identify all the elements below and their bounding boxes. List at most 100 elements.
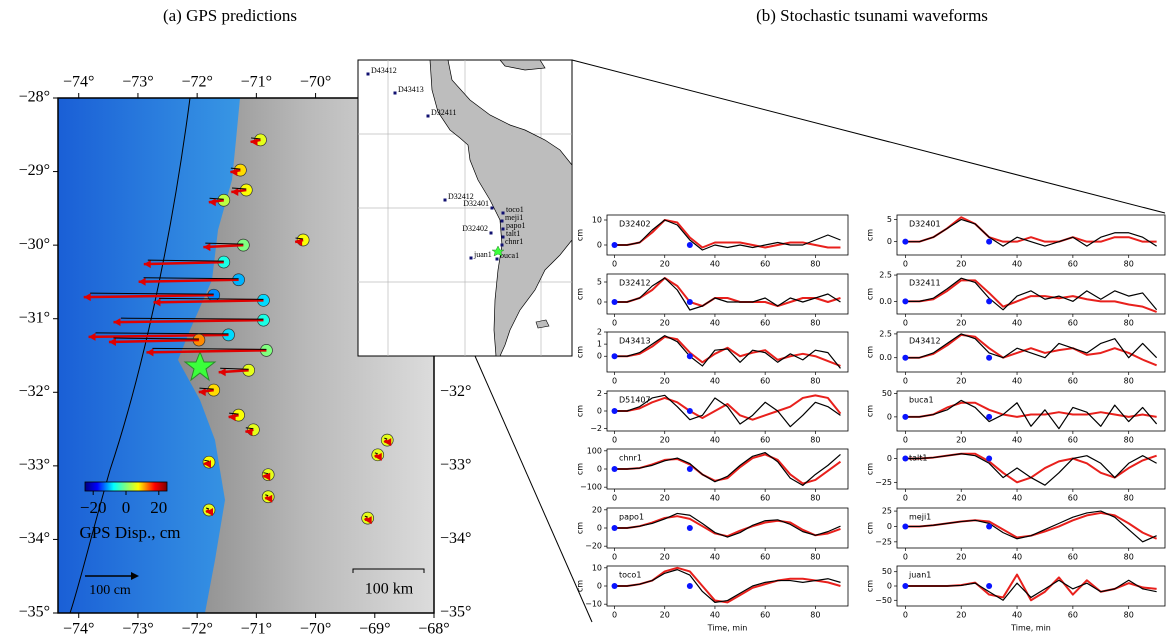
waveform [614, 219, 841, 249]
gps-arrow-head [203, 460, 211, 469]
marker-dot [986, 238, 993, 245]
x-tick-label: 40 [710, 494, 720, 503]
marker-dot [902, 298, 909, 305]
marker-dot [902, 413, 909, 420]
x-axis-label: Time, min [707, 624, 748, 633]
y-tick-label-right: −34° [440, 530, 471, 547]
y-tick-label: −50 [875, 596, 892, 605]
scale-bar [352, 568, 425, 573]
marker-dot [686, 408, 693, 414]
x-tick-label: 0 [612, 611, 617, 620]
x-tick-label: 80 [1124, 436, 1134, 445]
station-name: D32411 [909, 279, 941, 288]
waveform [905, 218, 1157, 247]
y-tick-label: −25 [875, 478, 892, 487]
gps-arrow-obs [209, 197, 224, 200]
station-label: D43413 [398, 85, 424, 94]
y-tick-label: 1 [597, 340, 602, 349]
y-axis-label: cm [866, 346, 875, 358]
y-axis-label: cm [866, 580, 875, 592]
waveform [614, 452, 841, 486]
gps-arrow-obs [95, 332, 229, 335]
x-tick-label: 0 [903, 553, 908, 562]
gps-arrow [138, 278, 239, 283]
station-name: D32402 [619, 220, 651, 229]
waveform [614, 394, 841, 428]
marker-dot [986, 523, 993, 530]
subplot-frame [896, 507, 1166, 549]
gps-arrow-obs [263, 472, 269, 475]
gps-arrow-obs [143, 277, 239, 280]
y-tick-label: 0 [887, 412, 892, 421]
colorbar [84, 481, 168, 492]
gps-arrow-obs [230, 167, 241, 170]
gps-arrow-head [138, 277, 146, 286]
waveform [614, 569, 841, 603]
gps-arrow-head [231, 187, 239, 196]
trench [69, 97, 191, 614]
y-tick-label-right: −35° [440, 604, 471, 621]
subplot-frame [606, 565, 849, 607]
gps-arrow-head [250, 137, 258, 146]
waveform [905, 399, 1158, 430]
marker-dot [686, 299, 693, 305]
x-tick-label: 60 [1068, 436, 1078, 445]
x-tick-label: 40 [1012, 319, 1022, 328]
station-name: buca1 [909, 396, 934, 405]
marker-dot [611, 353, 618, 360]
x-tick-label: 40 [710, 611, 720, 620]
marker-dot [686, 242, 693, 248]
x-tick-label: 60 [760, 436, 770, 445]
x-tick-label: 40 [710, 436, 720, 445]
y-tick-label: −29° [19, 162, 50, 179]
gps-arrow [264, 495, 269, 500]
y-axis-label: cm [576, 229, 585, 241]
x-tick-label: 0 [903, 260, 908, 269]
y-tick-label: −35° [19, 604, 50, 621]
x-tick-label: 80 [1124, 260, 1134, 269]
station-label: papo1 [506, 221, 526, 230]
gps-arrow-obs [120, 317, 264, 320]
gps-arrow-obs [250, 137, 261, 140]
gps-arrow [143, 260, 224, 266]
station-name: D43413 [619, 337, 651, 346]
y-tick-label: 0 [597, 298, 602, 307]
y-tick-label: 0 [597, 582, 602, 591]
x-tick-label: 60 [760, 611, 770, 620]
gps-arrow [205, 508, 210, 514]
y-axis-label: cm [576, 405, 585, 417]
x-tick-label: 60 [760, 553, 770, 562]
marker-dot [986, 583, 993, 589]
dart-station [443, 198, 447, 202]
x-tick-label: 60 [1068, 611, 1078, 620]
colorbar-label: GPS Disp., cm [79, 523, 180, 542]
waveform [905, 279, 1157, 313]
colorbar-tick-label: −20 [80, 498, 107, 517]
gps-arrow-head [153, 298, 161, 307]
dart-station [366, 72, 370, 76]
y-tick-label: 10 [592, 563, 602, 572]
x-tick-label: 80 [810, 436, 820, 445]
station-name: toco1 [619, 571, 641, 580]
x-tick-label-top: −73° [122, 74, 153, 91]
gps-arrow-head [146, 348, 154, 357]
y-tick-label: 2 [597, 328, 602, 337]
dart-station [500, 219, 504, 223]
subplot-frame [896, 448, 1166, 490]
x-tick-label: 0 [903, 319, 908, 328]
gps-arrow-obs [90, 292, 214, 295]
marker-dot [902, 523, 909, 530]
y-axis-label: cm [576, 463, 585, 475]
y-tick-label: 0 [887, 582, 892, 591]
station-label: talt1 [506, 229, 520, 238]
x-tick-label: 0 [903, 436, 908, 445]
x-tick-label: 20 [956, 494, 966, 503]
waveform [905, 579, 1157, 601]
colorbar-tick-label: 0 [122, 498, 131, 517]
x-tick-label: 20 [956, 260, 966, 269]
gps-arrow [113, 318, 264, 324]
station-name: chnr1 [619, 454, 642, 463]
x-tick-label: −70° [300, 621, 331, 638]
scale-bar-label: 100 km [365, 581, 414, 598]
station-name: juan1 [908, 571, 931, 580]
